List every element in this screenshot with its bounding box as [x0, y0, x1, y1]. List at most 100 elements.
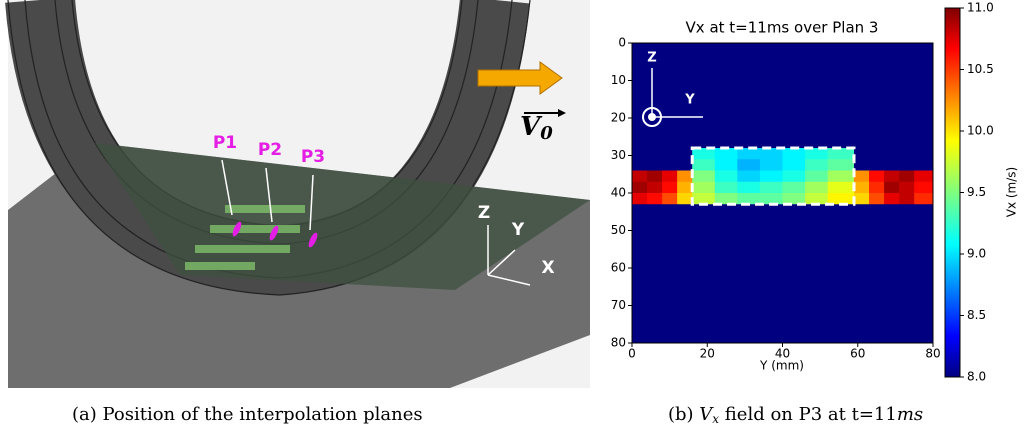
heat-cell	[884, 204, 900, 344]
heat-cell	[714, 148, 738, 160]
heat-cell	[647, 170, 663, 183]
heat-cell	[827, 170, 855, 183]
heat-cell	[884, 181, 900, 194]
inset-dot	[648, 113, 656, 121]
heat-cell	[827, 181, 855, 194]
heat-cell	[692, 43, 716, 149]
heat-cell	[677, 148, 693, 160]
heat-cell	[782, 43, 806, 149]
heat-cell	[632, 159, 648, 171]
heat-cell	[692, 159, 716, 171]
heat-cell	[647, 181, 663, 194]
x-tick-label: 0	[628, 347, 636, 361]
heat-cell	[647, 159, 663, 171]
heat-cell	[914, 170, 934, 183]
heat-cell	[714, 181, 738, 194]
inset-label: Z	[647, 51, 656, 66]
heat-cell	[884, 159, 900, 171]
heat-cell	[692, 170, 716, 183]
colorbar-tick-label: 8.0	[967, 370, 986, 384]
heat-cell	[805, 43, 829, 149]
y-tick-label: 0	[618, 36, 626, 50]
caption-a: (a) Position of the interpolation planes	[72, 404, 423, 425]
render	[5, 0, 590, 388]
heat-cell	[805, 148, 829, 160]
heat-cell	[677, 204, 693, 344]
x-tick-label: 80	[925, 347, 940, 361]
heat-cell	[884, 193, 900, 205]
heat-cell	[853, 204, 870, 344]
heat-cell	[805, 181, 829, 194]
heat-cell	[692, 204, 716, 344]
heat-cell	[853, 181, 870, 194]
heat-cell	[869, 193, 885, 205]
heat-cell	[827, 43, 855, 149]
heat-cell	[677, 193, 693, 205]
heat-cell	[737, 43, 761, 149]
heat-cell	[714, 170, 738, 183]
heat-cell	[805, 159, 829, 171]
axis-label: X	[541, 258, 554, 278]
y-tick-label: 60	[611, 261, 626, 275]
y-tick-label: 70	[611, 298, 626, 312]
heat-cell	[647, 204, 663, 344]
heat-cell	[662, 170, 678, 183]
axis-label: Z	[478, 203, 490, 223]
heat-cell	[647, 193, 663, 205]
heat-cell	[853, 170, 870, 183]
heat-cell	[827, 148, 855, 160]
heat-cell	[899, 170, 915, 183]
heat-cell	[782, 204, 806, 344]
heat-cell	[899, 43, 915, 149]
y-tick-label: 40	[611, 186, 626, 200]
heat-cell	[714, 43, 738, 149]
heat-cell	[737, 159, 761, 171]
heat-cell	[884, 43, 900, 149]
heat-cell	[662, 181, 678, 194]
heat-cell	[759, 193, 783, 205]
heat-cell	[632, 204, 648, 344]
heat-cell	[853, 159, 870, 171]
heat-cell	[662, 204, 678, 344]
heat-cell	[884, 148, 900, 160]
heat-cell	[914, 181, 934, 194]
heat-cell	[662, 193, 678, 205]
heat-cell	[869, 159, 885, 171]
heat-cell	[737, 148, 761, 160]
heat-cell	[899, 181, 915, 194]
heat-cell	[827, 193, 855, 205]
heat-cell	[647, 148, 663, 160]
heat-cell	[677, 170, 693, 183]
plane-label: P3	[301, 147, 325, 167]
y-tick-label: 50	[611, 223, 626, 237]
caption-b: (b) Vx field on P3 at t=11ms	[668, 404, 923, 426]
y-tick-label: 30	[611, 148, 626, 162]
heat-cell	[714, 204, 738, 344]
y-tick-label: 20	[611, 111, 626, 125]
heat-cell	[914, 193, 934, 205]
heat-cell	[827, 159, 855, 171]
colorbar-tick-label: 9.5	[967, 185, 986, 199]
heat-cell	[759, 148, 783, 160]
x-tick-label: 60	[850, 347, 865, 361]
colorbar-tick-label: 9.0	[967, 247, 986, 261]
heat-cell	[759, 159, 783, 171]
heat-cell	[899, 159, 915, 171]
colorbar	[944, 7, 961, 378]
heat-cell	[869, 170, 885, 183]
heat-cell	[827, 204, 855, 344]
heat-cell	[759, 204, 783, 344]
heat-cell	[899, 148, 915, 160]
heat-cell	[759, 170, 783, 183]
y-tick-label: 80	[611, 336, 626, 350]
heat-cell	[759, 181, 783, 194]
heat-cell	[632, 148, 648, 160]
heat-cell	[737, 170, 761, 183]
highlight-box	[690, 146, 856, 206]
heat-cell	[737, 193, 761, 205]
heat-cell	[782, 148, 806, 160]
heat-cell	[632, 43, 648, 149]
heat-cell	[714, 193, 738, 205]
heat-cell	[677, 181, 693, 194]
